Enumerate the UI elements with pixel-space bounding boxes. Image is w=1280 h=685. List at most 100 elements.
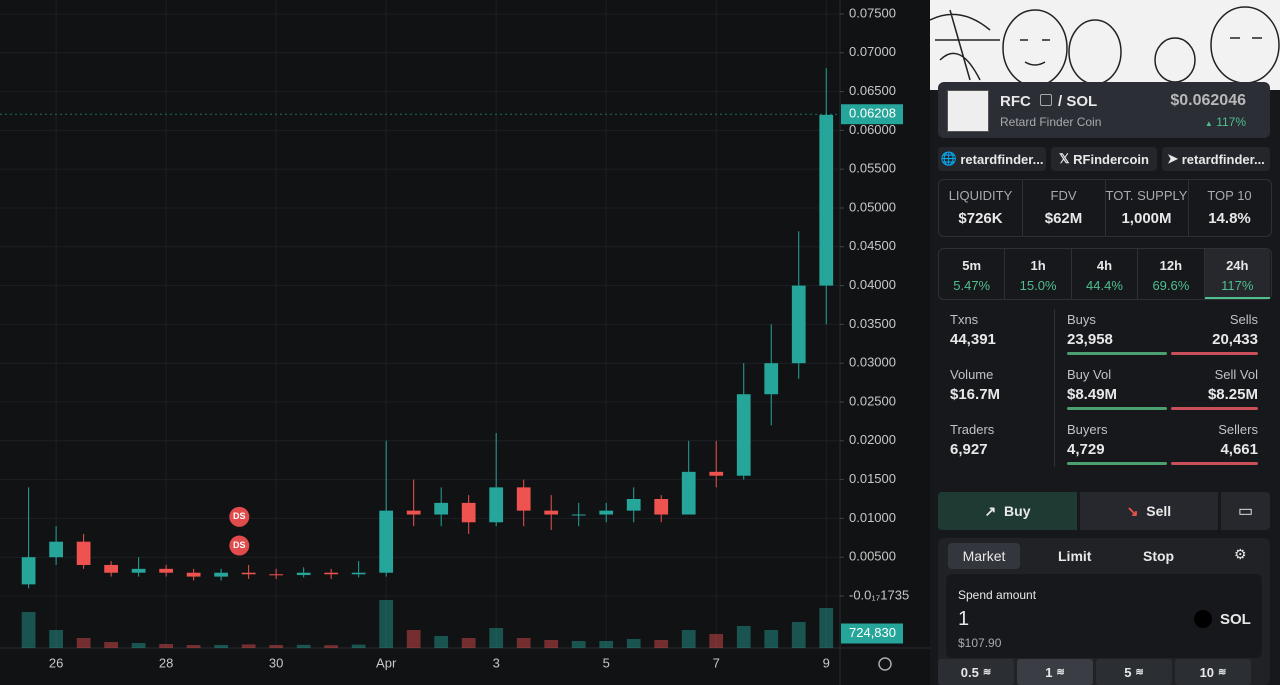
wallet-button[interactable]: ▭ bbox=[1221, 492, 1270, 530]
link[interactable]: retardfinder... bbox=[1181, 151, 1265, 167]
filter-icon[interactable]: ⚙ bbox=[1234, 546, 1247, 562]
candle-body bbox=[764, 363, 779, 395]
candle-body bbox=[791, 285, 806, 364]
volume-bar bbox=[709, 634, 724, 648]
timeframe-tab[interactable]: 24h 117% bbox=[1204, 249, 1270, 299]
timeframe-tab[interactable]: 5m 5.47% bbox=[939, 249, 1004, 299]
divider bbox=[1105, 180, 1106, 236]
quick-amount[interactable]: 10 ≋ bbox=[1175, 659, 1251, 685]
order-tab[interactable]: Limit bbox=[1058, 548, 1092, 564]
stat-value: $62M bbox=[1044, 210, 1083, 227]
quick-amount[interactable]: 5 ≋ bbox=[1096, 659, 1172, 685]
order-tab[interactable]: Market bbox=[948, 543, 1020, 569]
candle-body bbox=[819, 114, 834, 286]
y-tick-label: 0.06000 bbox=[849, 122, 896, 137]
token-price: $0.062046 bbox=[1170, 92, 1246, 109]
buy-label: Buy Vol bbox=[1067, 367, 1112, 382]
sol-glyph: ≋ bbox=[1056, 666, 1065, 678]
candle-body bbox=[709, 471, 724, 476]
up-arrow: ▲ bbox=[1204, 119, 1213, 128]
sell-value: 20,433 bbox=[1212, 331, 1258, 348]
y-tick-label: 0.05000 bbox=[849, 199, 896, 214]
stat-label: FDV bbox=[1050, 188, 1077, 203]
order-tab[interactable]: Stop bbox=[1143, 548, 1175, 564]
candle-body bbox=[296, 572, 311, 576]
stat-label: TOP 10 bbox=[1207, 188, 1252, 203]
quick-amount[interactable]: 1 ≋ bbox=[1017, 659, 1093, 685]
token-change: ▲ 117% bbox=[1205, 115, 1246, 129]
event-marker-label: DS bbox=[233, 511, 246, 521]
volume-bar bbox=[104, 642, 118, 648]
stat-value: $726K bbox=[958, 210, 1003, 227]
sol-glyph: ≋ bbox=[1218, 666, 1227, 678]
link-pill[interactable]: 𝕏 RFindercoin bbox=[1051, 147, 1157, 171]
y-tick-label: 0.04000 bbox=[849, 277, 896, 292]
y-tick-label: 0.07500 bbox=[849, 5, 896, 20]
sell-label[interactable]: Sell bbox=[1146, 503, 1172, 519]
volume-bar bbox=[736, 626, 751, 648]
timeframe-tab[interactable]: 12h 69.6% bbox=[1138, 249, 1203, 299]
buy-tab[interactable]: ↗ Buy bbox=[938, 492, 1077, 530]
y-tick-label: 0.01000 bbox=[849, 510, 896, 525]
divider bbox=[1054, 309, 1055, 467]
timeframe-tab[interactable]: 4h 44.4% bbox=[1072, 249, 1137, 299]
activity-value: $16.7M bbox=[950, 386, 1001, 403]
link-pill[interactable]: ➤ retardfinder... bbox=[1162, 147, 1270, 171]
volume-bar bbox=[819, 608, 834, 648]
volume-bar bbox=[489, 628, 504, 648]
buy-bar bbox=[1067, 462, 1167, 465]
buy-value: $8.49M bbox=[1067, 386, 1118, 403]
sell-tab[interactable]: ↘ Sell bbox=[1080, 492, 1218, 530]
sell-label: Sell Vol bbox=[1214, 367, 1258, 382]
quick-value[interactable]: 5 bbox=[1124, 664, 1132, 680]
y-tick-label: 0.04500 bbox=[849, 238, 896, 253]
buy-bar bbox=[1067, 407, 1167, 410]
volume-bar bbox=[296, 644, 311, 648]
volume-bar bbox=[681, 630, 696, 648]
activity-value: 6,927 bbox=[950, 441, 988, 458]
candle-body bbox=[681, 471, 696, 515]
link-pill[interactable]: 🌐 retardfinder... bbox=[938, 147, 1046, 171]
volume-bar bbox=[571, 641, 586, 648]
volume-bar bbox=[516, 638, 531, 648]
token-avatar bbox=[947, 90, 989, 132]
divider bbox=[1070, 249, 1072, 299]
spend-label: Spend amount bbox=[958, 588, 1037, 602]
timeframe-tab[interactable]: 1h 15.0% bbox=[1005, 249, 1070, 299]
x-tick-label: 3 bbox=[493, 655, 500, 670]
volume-bar bbox=[434, 636, 449, 648]
buy-label: Buys bbox=[1067, 312, 1096, 327]
quick-value[interactable]: 1 bbox=[1045, 664, 1053, 680]
y-tick-label: 0.02000 bbox=[849, 432, 896, 447]
copy-icon[interactable] bbox=[1040, 94, 1052, 106]
x-tick-label: 7 bbox=[713, 655, 720, 670]
grid bbox=[0, 0, 840, 648]
link[interactable]: retardfinder... bbox=[960, 151, 1044, 167]
candle-body bbox=[324, 572, 339, 575]
quick-value[interactable]: 0.5 bbox=[960, 664, 979, 680]
spend-usd: $107.90 bbox=[958, 636, 1002, 650]
change-value: 117% bbox=[1216, 115, 1246, 129]
spend-amount[interactable]: 1 bbox=[958, 608, 970, 630]
quick-amount[interactable]: 0.5 ≋ bbox=[938, 659, 1014, 685]
volume-bar bbox=[159, 644, 174, 648]
timeframe-label: 4h bbox=[1096, 258, 1113, 273]
buy-label[interactable]: Buy bbox=[1004, 503, 1031, 519]
sell-bar bbox=[1171, 462, 1258, 465]
sell-label: Sellers bbox=[1218, 422, 1258, 437]
quick-value[interactable]: 10 bbox=[1199, 664, 1215, 680]
spend-input[interactable]: Spend amount 1 $107.90 SOL bbox=[946, 574, 1262, 658]
side-panel: RFC / SOL Retard Finder Coin $0.062046 ▲… bbox=[930, 0, 1280, 685]
timeframe-value: 117% bbox=[1221, 278, 1254, 293]
x-tick-label: 26 bbox=[49, 655, 63, 670]
y-tick-label: 0.02500 bbox=[849, 393, 896, 408]
candle-body bbox=[406, 510, 421, 515]
sell-value: 4,661 bbox=[1220, 441, 1258, 458]
activity-label: Volume bbox=[950, 367, 994, 382]
timeframe-label: 5m bbox=[962, 258, 982, 273]
link[interactable]: RFindercoin bbox=[1073, 151, 1149, 167]
volume-bar bbox=[599, 641, 614, 648]
y-tick-label: 0.00500 bbox=[849, 549, 896, 564]
currency: SOL bbox=[1220, 611, 1251, 628]
settings-icon[interactable] bbox=[878, 657, 892, 671]
